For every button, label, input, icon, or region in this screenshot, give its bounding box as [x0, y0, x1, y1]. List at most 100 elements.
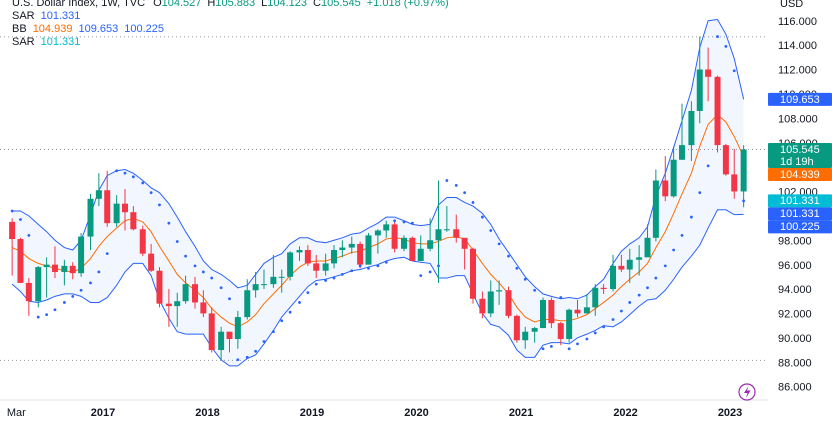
candle-body — [113, 203, 120, 224]
sar-dot — [437, 264, 440, 268]
candle-body — [610, 265, 617, 290]
sar-dot — [245, 355, 249, 359]
candle-body — [174, 301, 181, 307]
y-tick-label: 96.000 — [778, 260, 812, 272]
candle-body — [330, 250, 337, 264]
candle-body — [705, 69, 712, 77]
sar-dot — [680, 233, 684, 237]
sar-dot — [611, 318, 615, 321]
candle-body — [365, 235, 372, 265]
price-tag — [768, 142, 832, 168]
sar-dot — [585, 337, 589, 341]
sar-dot — [280, 319, 284, 323]
sar-dot — [306, 291, 310, 295]
candle-body — [43, 264, 50, 268]
candle-body — [461, 237, 468, 249]
candle-body — [278, 276, 285, 278]
sar-dot — [541, 347, 545, 351]
candle-body — [487, 291, 494, 314]
sar-dot — [71, 294, 75, 298]
candle-body — [496, 290, 503, 292]
legend-value: 101.331 — [41, 36, 81, 48]
candle-body — [304, 250, 311, 264]
sar-dot — [716, 35, 719, 38]
candle-body — [652, 180, 659, 238]
ohlc-value: 105.545 — [321, 0, 361, 9]
symbol: U.S. Dollar Index, 1W, TVC — [12, 0, 145, 9]
y-tick-label: 98.000 — [778, 235, 812, 247]
sar-dot — [236, 358, 240, 362]
candle-body — [104, 190, 111, 224]
candle-body — [740, 149, 747, 192]
x-tick-label: Mar — [7, 407, 26, 419]
sar-dot — [742, 199, 746, 203]
legend-value: 104.939 — [33, 23, 73, 35]
candle-body — [417, 248, 424, 261]
candle-body — [87, 198, 94, 237]
sar-dot — [201, 270, 205, 274]
y-tick-label: 108.000 — [778, 113, 818, 125]
x-tick-label: 2017 — [91, 407, 115, 419]
sar-dot — [131, 175, 135, 179]
currency-label: USD — [780, 0, 803, 10]
sar-dot — [576, 342, 579, 346]
candle-body — [61, 265, 68, 272]
sar-dot — [314, 282, 318, 286]
x-tick-label: 2019 — [300, 407, 324, 419]
sar-dot — [27, 233, 31, 237]
candle-body — [583, 307, 590, 314]
candle-body — [670, 159, 677, 197]
candle-body — [208, 313, 215, 350]
sar-dot — [193, 264, 197, 268]
price-tag — [768, 220, 832, 234]
sar-dot — [419, 274, 423, 278]
sar-dot — [445, 179, 449, 182]
sar-dot — [549, 344, 553, 348]
y-tick-label: 94.000 — [778, 284, 812, 296]
y-tick-label: 112.000 — [778, 65, 817, 77]
candle-body — [731, 174, 738, 192]
price-tag-label: 105.545 — [780, 144, 820, 156]
price-tag — [768, 207, 832, 221]
sar-dot — [10, 209, 14, 213]
sar-dot — [732, 69, 736, 73]
candle-body — [121, 203, 128, 213]
candle-body — [322, 263, 329, 271]
legend-value: 109.653 — [78, 23, 118, 35]
alert-icon[interactable] — [738, 383, 756, 401]
candle-body — [252, 284, 259, 291]
price-tag — [768, 167, 832, 181]
sar-dot — [340, 272, 344, 276]
sar-dot — [428, 270, 432, 274]
candle-body — [51, 264, 58, 272]
candle-body — [287, 252, 294, 277]
candle-body — [636, 257, 643, 260]
sar-dot — [105, 252, 109, 256]
plot — [0, 18, 768, 367]
candle-body — [226, 331, 233, 340]
sar-dot — [646, 286, 649, 290]
legend-value: 100.225 — [124, 23, 164, 35]
sar-dot — [533, 288, 537, 292]
sar-dot — [175, 240, 179, 243]
price-tag-label: 101.331 — [780, 195, 820, 207]
candle-body — [156, 270, 163, 304]
price-tag — [768, 92, 832, 106]
legend-value: 101.331 — [41, 10, 81, 22]
sar-dot — [471, 201, 475, 204]
candle-body — [522, 331, 529, 341]
candle-body — [69, 265, 76, 274]
sar-dot — [262, 340, 266, 343]
sar-dot — [271, 330, 275, 334]
candle-body — [453, 229, 460, 238]
legend-name: SAR — [12, 36, 35, 48]
candle-body — [557, 323, 564, 340]
sar-dot — [210, 276, 214, 280]
sar-dot — [402, 220, 406, 224]
sar-dot — [254, 349, 258, 353]
change: +1.018 (+0.97%) — [367, 0, 449, 9]
candle-body — [200, 302, 207, 314]
